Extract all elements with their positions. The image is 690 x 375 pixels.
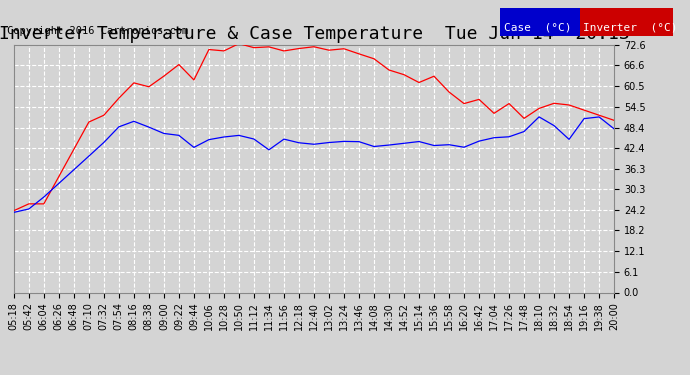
Text: Copyright 2016 Cartronics.com: Copyright 2016 Cartronics.com [7, 26, 188, 36]
Text: Inverter  (°C): Inverter (°C) [583, 22, 678, 32]
Title: Inverter Temperature & Case Temperature  Tue Jun 14  20:13: Inverter Temperature & Case Temperature … [0, 26, 629, 44]
Text: Case  (°C): Case (°C) [504, 22, 571, 32]
